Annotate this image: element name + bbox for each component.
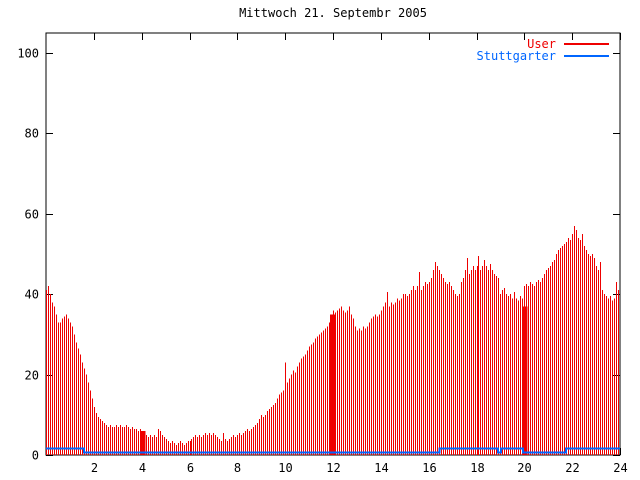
- legend-line-sample-stuttgarter: [564, 55, 609, 57]
- stuttgarter-step-line: [46, 447, 620, 454]
- x-tick-label: 18: [470, 461, 484, 475]
- x-tick-label: 8: [234, 461, 241, 475]
- y-tick-label: 40: [25, 288, 39, 302]
- x-tick-label: 20: [517, 461, 531, 475]
- y-tick-label: 80: [25, 127, 39, 141]
- legend: User Stuttgarter: [476, 37, 609, 63]
- user-solid-block: [140, 430, 146, 455]
- y-tick-label: 60: [25, 208, 39, 222]
- y-tick-label: 100: [17, 47, 39, 61]
- chart-title: Mittwoch 21. Septembr 2005: [239, 6, 427, 20]
- user-solid-block: [522, 306, 528, 455]
- legend-item-user: User: [477, 37, 609, 51]
- x-tick-label: 4: [139, 461, 146, 475]
- x-tick-label: 14: [374, 461, 388, 475]
- y-tick-label: 0: [32, 449, 39, 463]
- y-tick-label: 20: [25, 369, 39, 383]
- legend-item-stuttgarter: Stuttgarter: [476, 49, 609, 63]
- x-tick-label: 10: [278, 461, 292, 475]
- user-impulse-bars: [46, 225, 619, 455]
- legend-label-user: User: [527, 37, 556, 51]
- x-tick-label: 6: [187, 461, 194, 475]
- x-tick-label: 16: [422, 461, 436, 475]
- x-tick-label: 2: [91, 461, 98, 475]
- x-tick-label: 24: [613, 461, 627, 475]
- user-solid-block: [330, 314, 335, 455]
- legend-label-stuttgarter: Stuttgarter: [476, 49, 556, 63]
- legend-line-sample-user: [564, 43, 609, 45]
- x-tick-label: 22: [565, 461, 579, 475]
- x-tick-label: 12: [326, 461, 340, 475]
